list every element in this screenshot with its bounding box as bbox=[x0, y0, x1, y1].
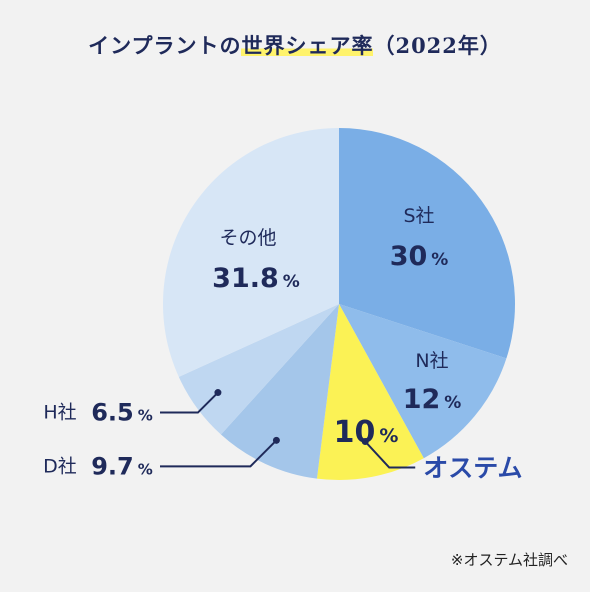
callout-line-h bbox=[160, 391, 219, 414]
slice-value-n: 12% bbox=[403, 384, 462, 415]
slice-label-ostem: オステム bbox=[423, 454, 522, 483]
pie-slice-3 bbox=[220, 304, 339, 479]
callout-line-d bbox=[160, 439, 278, 468]
slice-label-n: N社 bbox=[415, 350, 448, 372]
chart-title: インプラントの世界シェア率（2022年） bbox=[88, 30, 502, 60]
slice-value-s: 30% bbox=[390, 241, 449, 272]
pie-slice-5 bbox=[163, 128, 339, 377]
chart-title-wrap: インプラントの世界シェア率（2022年） bbox=[0, 30, 590, 60]
slice-label-s: S社 bbox=[403, 205, 434, 227]
slice-value-d: 9.7% bbox=[91, 452, 153, 480]
pie-slice-0 bbox=[339, 128, 515, 359]
title-before: インプラントの bbox=[88, 33, 242, 58]
source-footnote: ※オステム社調べ bbox=[450, 551, 568, 569]
pie-slice-4 bbox=[178, 304, 339, 435]
pie-slice-1 bbox=[339, 304, 507, 459]
slice-value-h: 6.5% bbox=[91, 399, 153, 427]
callout-line-ostem bbox=[364, 440, 416, 469]
slice-label-other: その他 bbox=[219, 227, 276, 249]
title-highlight: 世界シェア率 bbox=[241, 33, 374, 58]
slice-value-ostem: 10% bbox=[334, 415, 399, 450]
slice-value-other: 31.8% bbox=[212, 263, 300, 294]
slice-label-d: D社 bbox=[43, 455, 77, 477]
slice-label-h: H社 bbox=[43, 402, 76, 424]
pie-slice-2 bbox=[316, 304, 424, 481]
title-after: （2022年） bbox=[373, 33, 502, 58]
